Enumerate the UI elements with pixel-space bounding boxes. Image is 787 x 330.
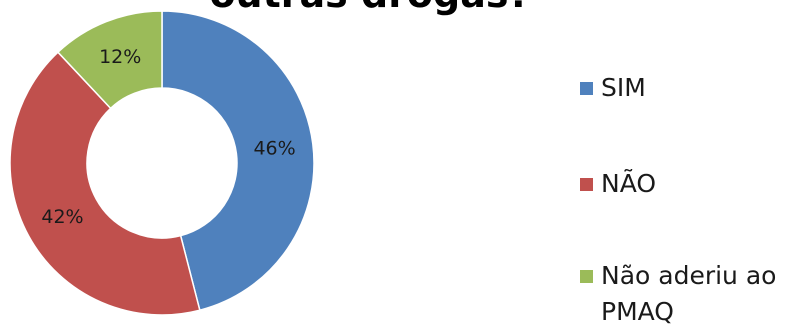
data-label-nao: 42% xyxy=(41,206,83,228)
legend-label-nao: NÃO xyxy=(601,169,657,198)
legend-item-nao: NÃO xyxy=(580,166,781,202)
legend-swatch-sim xyxy=(580,82,593,95)
legend-item-sim: SIM xyxy=(580,70,781,106)
legend-swatch-nao xyxy=(580,178,593,191)
legend-item-nao-aderiu: Não aderiu ao PMAQ xyxy=(580,258,781,330)
donut-chart: 46% 42% 12% xyxy=(9,10,315,316)
slice-nao xyxy=(9,51,201,316)
slice-sim xyxy=(161,10,315,312)
legend-swatch-nao-aderiu xyxy=(580,270,593,283)
legend-label-nao-aderiu: Não aderiu ao PMAQ xyxy=(601,261,777,326)
data-label-nao-aderiu: 12% xyxy=(99,46,141,68)
legend-label-sim: SIM xyxy=(601,73,646,102)
slice-nao-aderiu xyxy=(56,10,163,110)
data-label-sim: 46% xyxy=(253,137,295,159)
chart-title: outras drogas? xyxy=(200,0,540,16)
